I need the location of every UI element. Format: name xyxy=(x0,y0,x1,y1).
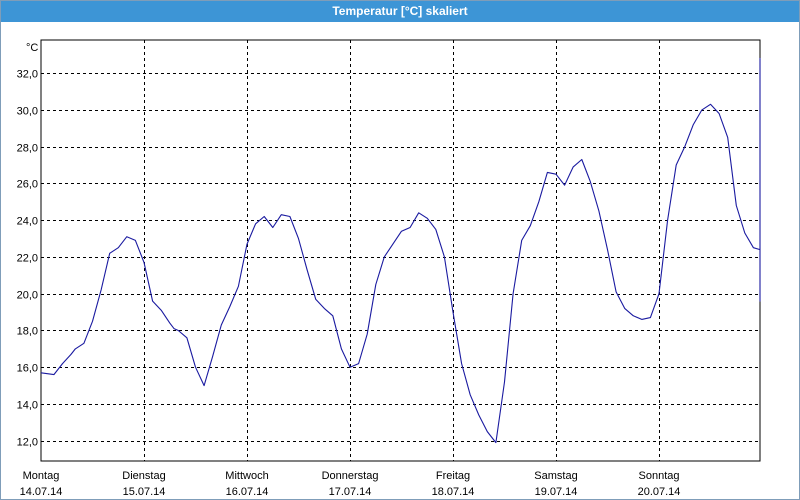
y-tick-label: 24,0 xyxy=(17,216,38,228)
chart-area: °C 12,0 14,0 16,0 18,0 20,0 22,0 24,0 26,0 28,0 3… xyxy=(1,23,799,499)
y-tick-label: 20,0 xyxy=(17,290,38,302)
x-tick-day-label: Mittwoch xyxy=(225,470,268,482)
y-axis-unit: °C xyxy=(26,42,38,54)
x-tick-day-label: Samstag xyxy=(534,470,577,482)
x-tick-date-label: 17.07.14 xyxy=(329,486,372,498)
x-tick-day-label: Freitag xyxy=(436,470,470,482)
x-tick-date-label: 20.07.14 xyxy=(638,486,681,498)
x-tick-date-label: 19.07.14 xyxy=(535,486,578,498)
x-tick-date-label: 14.07.14 xyxy=(20,486,63,498)
y-tick-label: 30,0 xyxy=(17,106,38,118)
x-tick-labels: Montag 14.07.14 Dienstag 15.07.14 Mittwoch 16… xyxy=(20,470,681,498)
x-tick-day-label: Montag xyxy=(23,470,60,482)
x-tick-day-label: Sonntag xyxy=(639,470,680,482)
temperature-chart: °C 12,0 14,0 16,0 18,0 20,0 22,0 24,0 26,0 28,0 3… xyxy=(17,39,761,498)
x-tick-date-label: 18.07.14 xyxy=(432,486,475,498)
y-tick-label: 26,0 xyxy=(17,179,38,191)
y-tick-label: 12,0 xyxy=(17,437,38,449)
y-tick-label: 28,0 xyxy=(17,143,38,155)
plot-frame xyxy=(40,39,761,462)
grid-lines xyxy=(41,40,760,461)
x-tick-day-label: Donnerstag xyxy=(322,470,379,482)
y-tick-label: 22,0 xyxy=(17,253,38,265)
y-tick-label: 32,0 xyxy=(17,69,38,81)
x-tick-day-label: Dienstag xyxy=(122,470,165,482)
y-tick-labels: 12,0 14,0 16,0 18,0 20,0 22,0 24,0 26,0 28,0 30,0… xyxy=(17,69,38,449)
y-tick-label: 14,0 xyxy=(17,400,38,412)
y-tick-label: 18,0 xyxy=(17,326,38,338)
window-title: Temperatur [°C] skaliert xyxy=(1,1,799,22)
temperature-series-line xyxy=(40,103,761,444)
series-lines xyxy=(40,57,761,444)
x-tick-date-label: 15.07.14 xyxy=(123,486,166,498)
y-tick-label: 16,0 xyxy=(17,363,38,375)
x-tick-date-label: 16.07.14 xyxy=(226,486,269,498)
